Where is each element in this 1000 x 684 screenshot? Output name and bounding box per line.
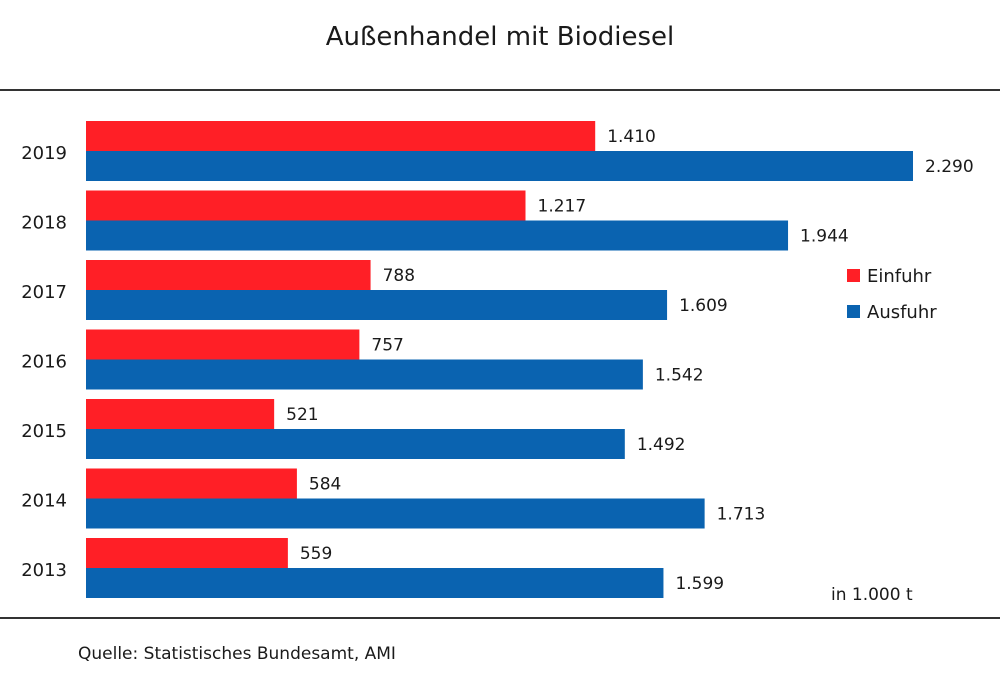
bottom-divider [0, 617, 1000, 619]
top-divider [0, 89, 1000, 91]
einfuhr-legend-swatch [847, 269, 860, 282]
einfuhr-value-label-2013: 559 [300, 544, 332, 564]
source-note: Quelle: Statistisches Bundesamt, AMI [78, 644, 396, 664]
year-label-2013: 2013 [21, 560, 67, 581]
ausfuhr-bar-2019 [86, 151, 913, 181]
ausfuhr-value-label-2016: 1.542 [655, 366, 704, 386]
einfuhr-value-label-2015: 521 [286, 405, 318, 425]
year-label-2019: 2019 [21, 143, 67, 164]
year-label-2016: 2016 [21, 352, 67, 373]
einfuhr-bar-2018 [86, 190, 526, 221]
einfuhr-value-label-2019: 1.410 [607, 127, 656, 147]
einfuhr-bar-2013 [86, 538, 288, 568]
einfuhr-legend-label: Einfuhr [867, 266, 932, 287]
einfuhr-value-label-2016: 757 [371, 336, 403, 356]
chart-title: Außenhandel mit Biodiesel [325, 22, 675, 52]
einfuhr-bar-2015 [86, 399, 275, 429]
ausfuhr-value-label-2019: 2.290 [925, 157, 974, 177]
einfuhr-value-label-2018: 1.217 [538, 197, 587, 217]
ausfuhr-bar-2013 [86, 568, 664, 598]
einfuhr-bar-2019 [86, 121, 596, 151]
einfuhr-value-label-2017: 788 [383, 266, 415, 286]
ausfuhr-bar-2016 [86, 359, 643, 390]
year-label-2015: 2015 [21, 421, 67, 442]
ausfuhr-value-label-2015: 1.492 [637, 435, 686, 455]
unit-note: in 1.000 t [831, 585, 913, 605]
ausfuhr-value-label-2017: 1.609 [679, 296, 728, 316]
year-label-2017: 2017 [21, 282, 67, 303]
ausfuhr-legend-label: Ausfuhr [867, 302, 937, 323]
ausfuhr-bar-2014 [86, 498, 705, 529]
einfuhr-bar-2014 [86, 468, 297, 499]
ausfuhr-bar-2015 [86, 429, 625, 459]
einfuhr-bar-2017 [86, 260, 371, 290]
ausfuhr-value-label-2014: 1.713 [717, 505, 766, 525]
einfuhr-bar-2016 [86, 329, 360, 360]
ausfuhr-value-label-2018: 1.944 [800, 227, 849, 247]
ausfuhr-bar-2018 [86, 220, 789, 251]
ausfuhr-value-label-2013: 1.599 [675, 574, 724, 594]
year-label-2014: 2014 [21, 491, 67, 512]
ausfuhr-bar-2017 [86, 290, 668, 320]
ausfuhr-legend-swatch [847, 305, 860, 318]
einfuhr-value-label-2014: 584 [309, 475, 341, 495]
year-label-2018: 2018 [21, 213, 67, 234]
